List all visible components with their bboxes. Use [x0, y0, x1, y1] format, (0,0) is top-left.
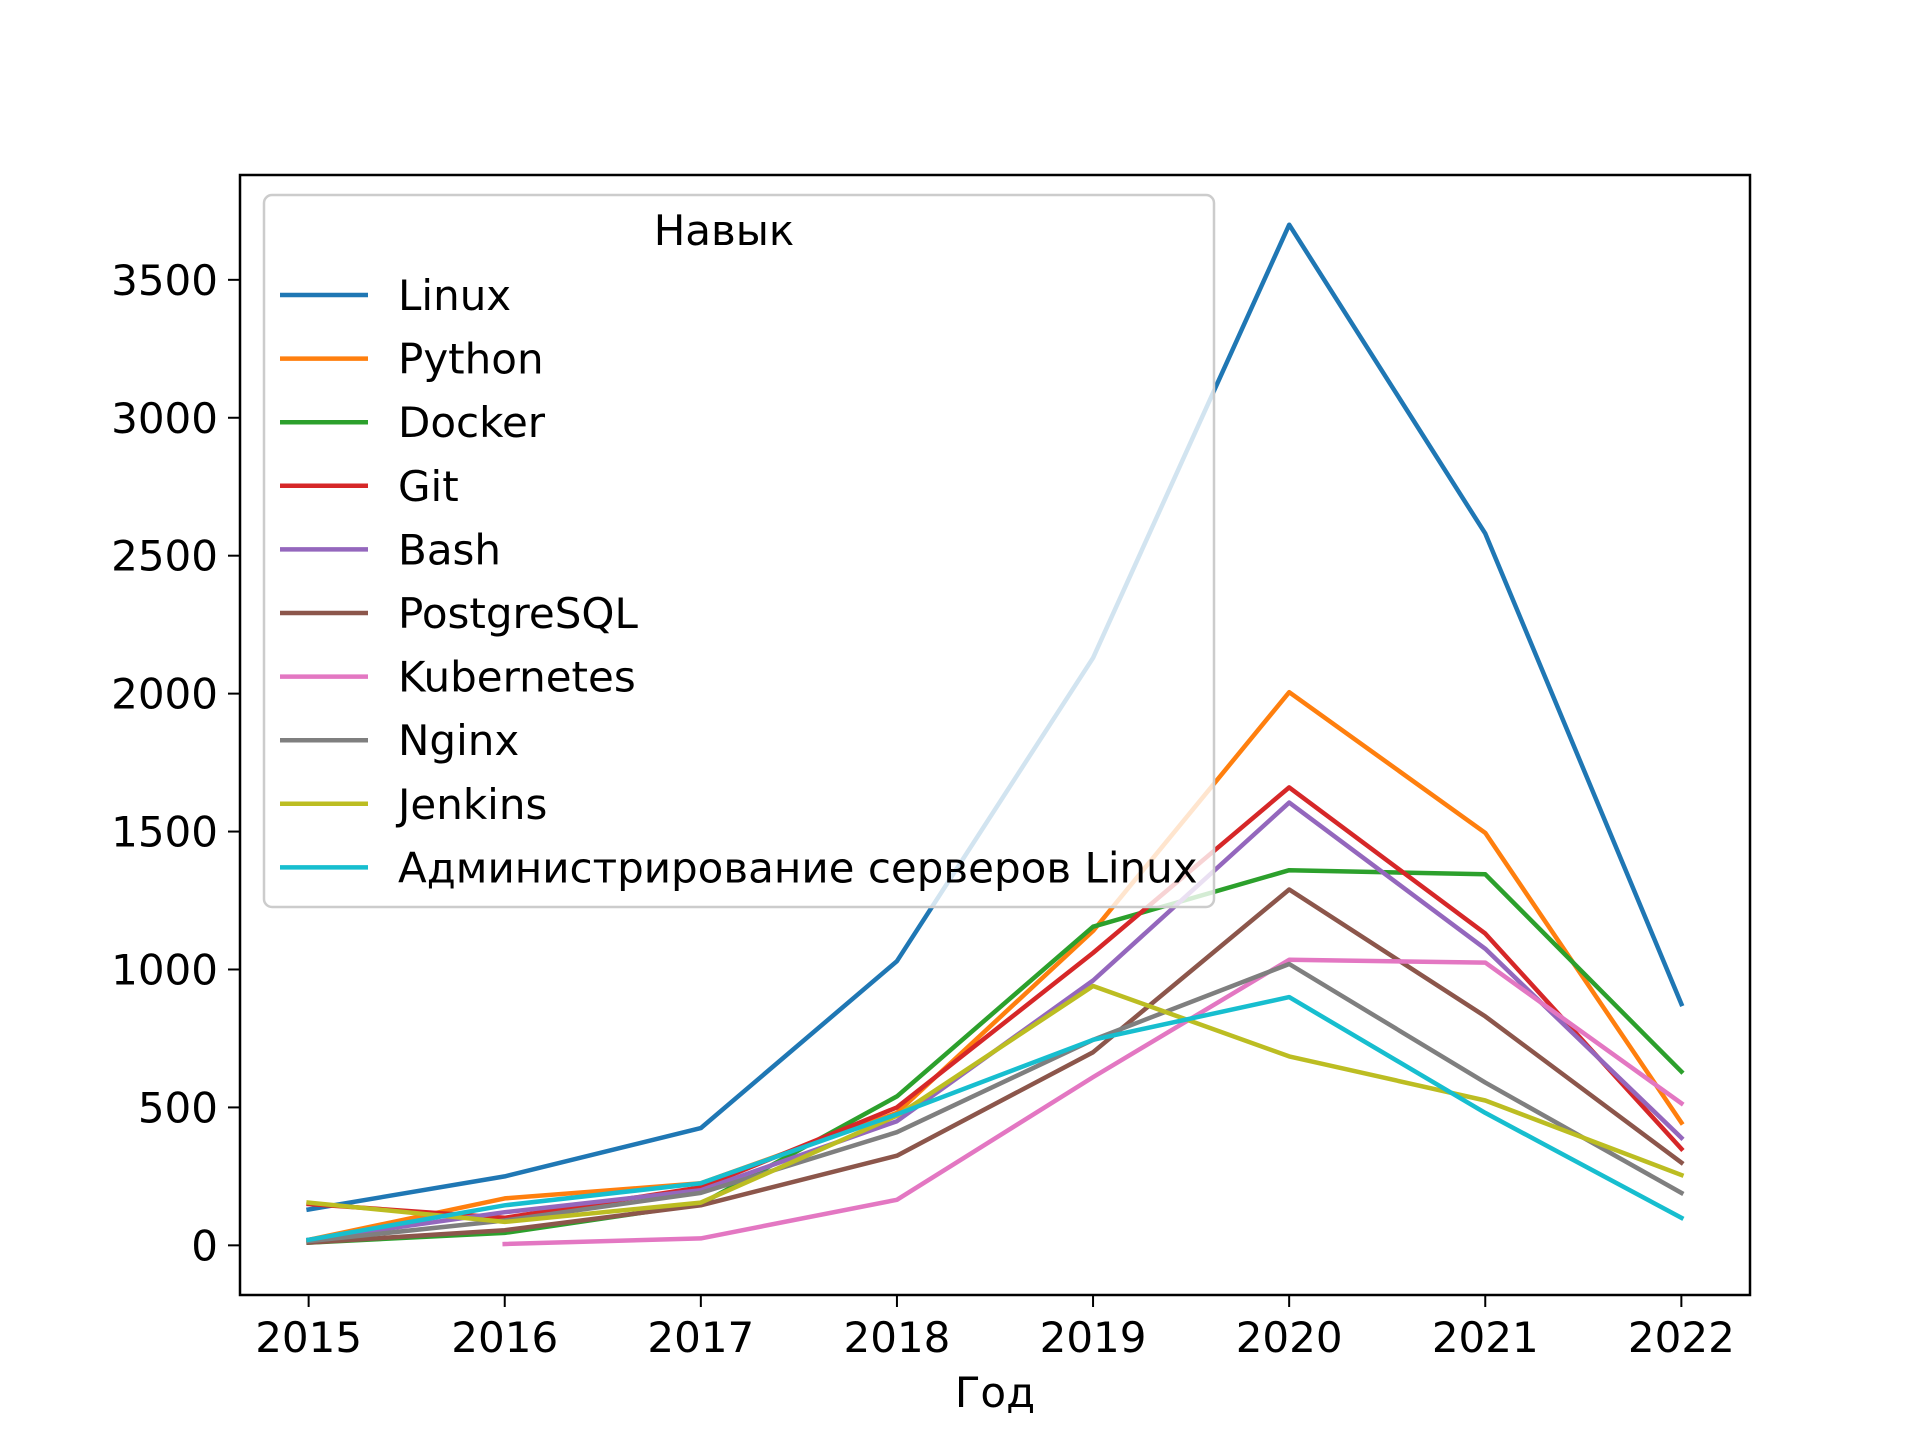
y-tick-label: 500	[138, 1083, 218, 1132]
x-axis-label: Год	[955, 1368, 1035, 1417]
series-line-1	[305, 689, 1685, 1243]
legend-label-2: Docker	[398, 398, 546, 447]
x-axis: 2015 2016 2017 2018 2019 2020 2021 2022	[255, 1295, 1735, 1362]
legend-label-1: Python	[398, 335, 544, 384]
legend-label-3: Git	[398, 462, 459, 511]
x-tick-label: 2016	[451, 1313, 558, 1362]
x-tick-label: 2017	[647, 1313, 754, 1362]
plot-frame	[238, 173, 1752, 1297]
x-tick-label: 2019	[1040, 1313, 1147, 1362]
legend-label-6: Kubernetes	[398, 653, 636, 702]
y-tick-label: 3000	[111, 394, 218, 443]
series-line-9	[305, 994, 1685, 1243]
series-line-3	[306, 785, 1685, 1221]
legend-box	[262, 193, 1216, 909]
legend: Навык Linux Python Docker Git Bash PostgreSQL K…	[262, 193, 1216, 909]
series-line-5	[306, 887, 1685, 1245]
y-tick-label: 2500	[111, 532, 218, 581]
legend-label-5: PostgreSQL	[398, 589, 638, 638]
legend-label-0: Linux	[398, 271, 511, 320]
legend-label-4: Bash	[398, 525, 501, 574]
y-axis: 0 500 1000 1500 2000 2500 3000 3500	[111, 256, 240, 1270]
legend-label-8: Jenkins	[395, 780, 547, 829]
y-tick-label: 1000	[111, 945, 218, 994]
series-line-7	[306, 961, 1685, 1244]
legend-label-7: Nginx	[398, 716, 519, 765]
y-tick-label: 2000	[111, 670, 218, 719]
y-tick-label: 0	[191, 1221, 218, 1270]
legend-label-9: Администрирование серверов Linux	[398, 843, 1198, 892]
y-tick-label: 3500	[111, 256, 218, 305]
x-tick-label: 2021	[1432, 1313, 1539, 1362]
x-tick-label: 2020	[1236, 1313, 1343, 1362]
x-tick-label: 2022	[1628, 1313, 1735, 1362]
series-line-6	[502, 957, 1685, 1247]
plot-lines	[305, 222, 1685, 1247]
x-tick-label: 2018	[844, 1313, 951, 1362]
x-tick-label: 2015	[255, 1313, 362, 1362]
legend-title: Навык	[654, 206, 795, 255]
y-tick-label: 1500	[111, 808, 218, 857]
